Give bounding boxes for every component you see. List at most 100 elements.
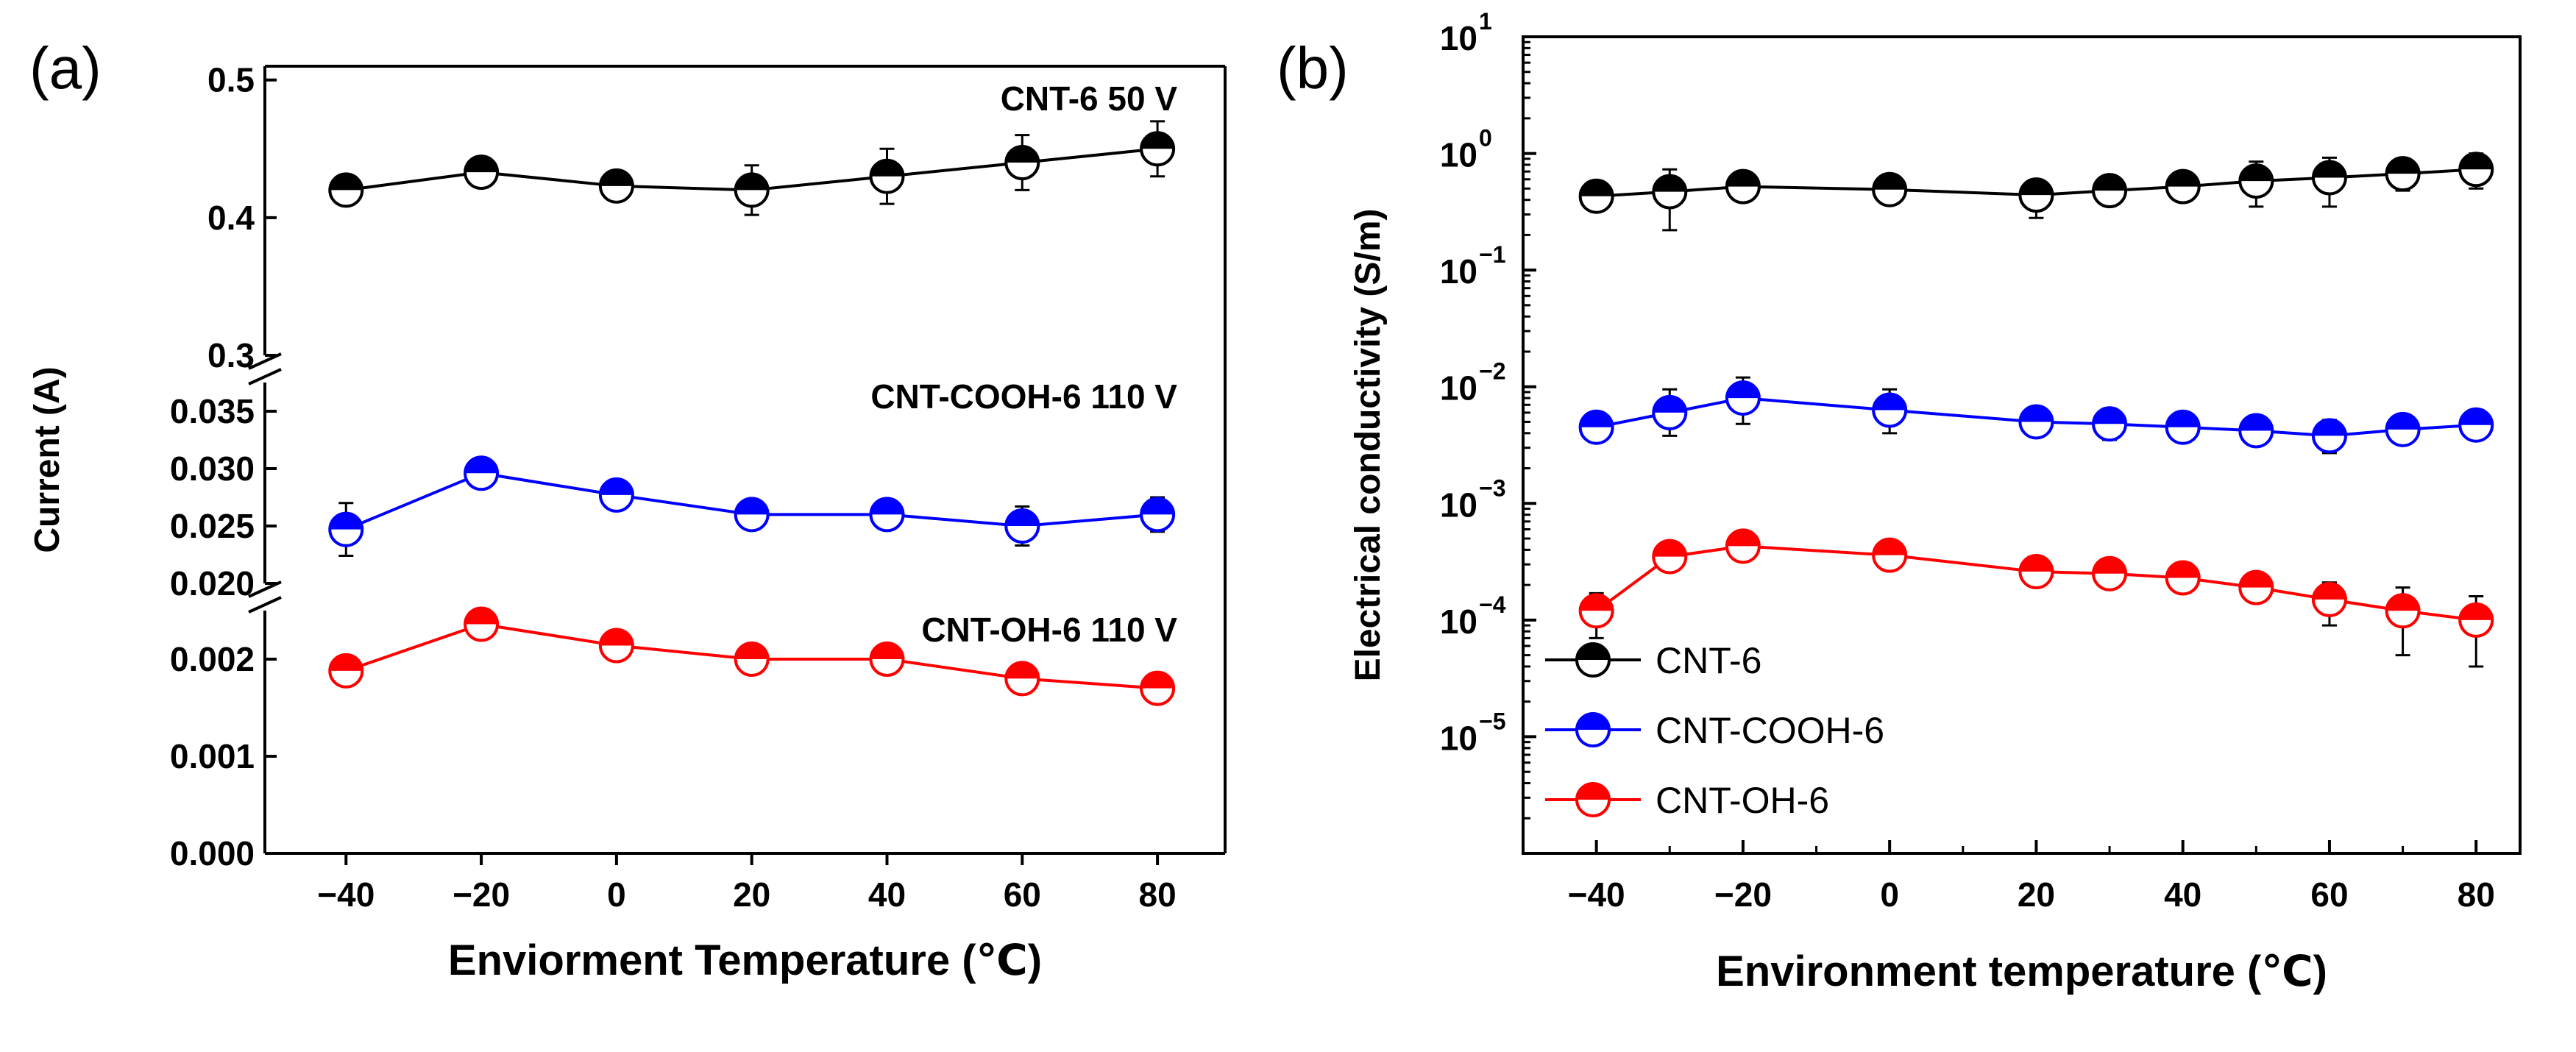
data-point [2092,555,2128,591]
x-tick-label: 80 [2458,875,2495,914]
data-point [2385,593,2421,629]
data-point-fill [2166,170,2199,187]
data-point [464,455,500,491]
data-point [2238,163,2274,199]
data-point [1578,409,1614,445]
data-point-fill [870,498,904,515]
legend-marker-fill [1577,644,1609,660]
data-point [464,606,500,642]
data-point [2458,152,2494,188]
y-tick-base: 10 [1440,252,1477,291]
y-tick-base: 10 [1440,19,1477,57]
data-point [2018,554,2054,590]
data-point-fill [1006,510,1039,526]
data-point [2458,602,2494,638]
y-tick-label: 10 −3 [1440,475,1506,524]
data-point [2165,560,2201,596]
y-tick-exponent: 1 [1479,8,1492,35]
data-point-fill [1580,180,1613,196]
data-point-fill [1141,132,1174,149]
data-point [734,497,770,533]
data-point [328,511,364,547]
data-point-fill [2313,583,2346,600]
axis-break-slash [248,368,282,385]
data-point [869,641,905,677]
data-point [328,653,364,689]
y-tick-label: 10 1 [1440,8,1492,57]
data-point [869,158,905,194]
data-point-fill [2460,153,2493,170]
data-point-fill [2386,157,2419,174]
y-tick-label: 0.000 [170,834,255,872]
x-tick-label: −40 [1568,875,1625,914]
y-tick-exponent: −4 [1479,591,1506,618]
data-point [1140,497,1176,533]
data-point-fill [1653,396,1686,413]
data-point [1725,528,1761,564]
y-axis-title: Current (A) [28,366,67,552]
data-point [1652,539,1688,575]
y-tick-exponent: −1 [1479,241,1505,268]
data-point [2238,413,2274,449]
legend-marker [1575,642,1611,678]
x-tick-label: 20 [2018,875,2055,914]
data-point-fill [2240,414,2273,431]
y-tick-label: 0.002 [170,640,255,678]
y-tick-exponent: −3 [1479,475,1505,501]
axis-break-slash [248,596,282,614]
y-tick-label: 0.030 [170,449,255,488]
data-point-fill [870,160,904,177]
series-2 [1578,376,2494,455]
x-tick-label: 20 [733,875,770,914]
y-tick-exponent: −2 [1479,358,1505,385]
data-point [2311,418,2347,454]
data-point-fill [1726,530,1759,547]
data-point [1004,508,1040,544]
legend-marker [1575,782,1611,817]
data-point-fill [465,457,498,474]
series-annotation: CNT-OH-6 110 V [921,611,1177,649]
data-point [1725,168,1761,205]
series-1 [328,120,1176,216]
y-tick-label: 10 −2 [1440,358,1506,408]
x-tick-label: 40 [2164,875,2201,914]
data-point-fill [2386,413,2419,430]
x-tick-label: 80 [1139,875,1177,914]
data-point [2018,177,2054,213]
data-point-fill [1006,146,1039,163]
x-tick-label: −40 [317,875,375,914]
data-point-fill [330,654,363,671]
data-point [734,641,770,677]
x-axis-title: Environment temperature (℃) [1716,948,2327,995]
data-point-fill [1873,173,1906,190]
data-point-fill [735,174,768,191]
legend-label: CNT-6 [1656,640,1761,681]
data-point-fill [2020,405,2053,422]
data-point-fill [600,478,633,495]
data-point [2385,411,2421,447]
data-point-fill [600,629,633,646]
data-point [2092,406,2128,442]
y-tick-label: 0.020 [170,564,255,603]
data-point-fill [1726,382,1759,399]
data-point [598,168,634,204]
data-point [2311,160,2347,196]
y-tick-label: 10 −1 [1440,241,1506,291]
data-point-fill [2093,408,2126,424]
data-point-fill [2166,561,2199,578]
data-point [598,477,634,513]
data-point-fill [2166,411,2199,427]
y-tick-base: 10 [1440,136,1477,174]
y-tick-exponent: −5 [1479,708,1505,734]
data-point [1578,593,1614,629]
data-point [734,172,770,208]
data-point-fill [2313,161,2346,178]
data-point-fill [735,642,768,659]
y-tick-label: 0.3 [207,336,255,374]
data-point-fill [1653,175,1686,192]
data-point [2385,156,2421,192]
data-point [2311,581,2347,617]
data-point-fill [2240,165,2273,182]
